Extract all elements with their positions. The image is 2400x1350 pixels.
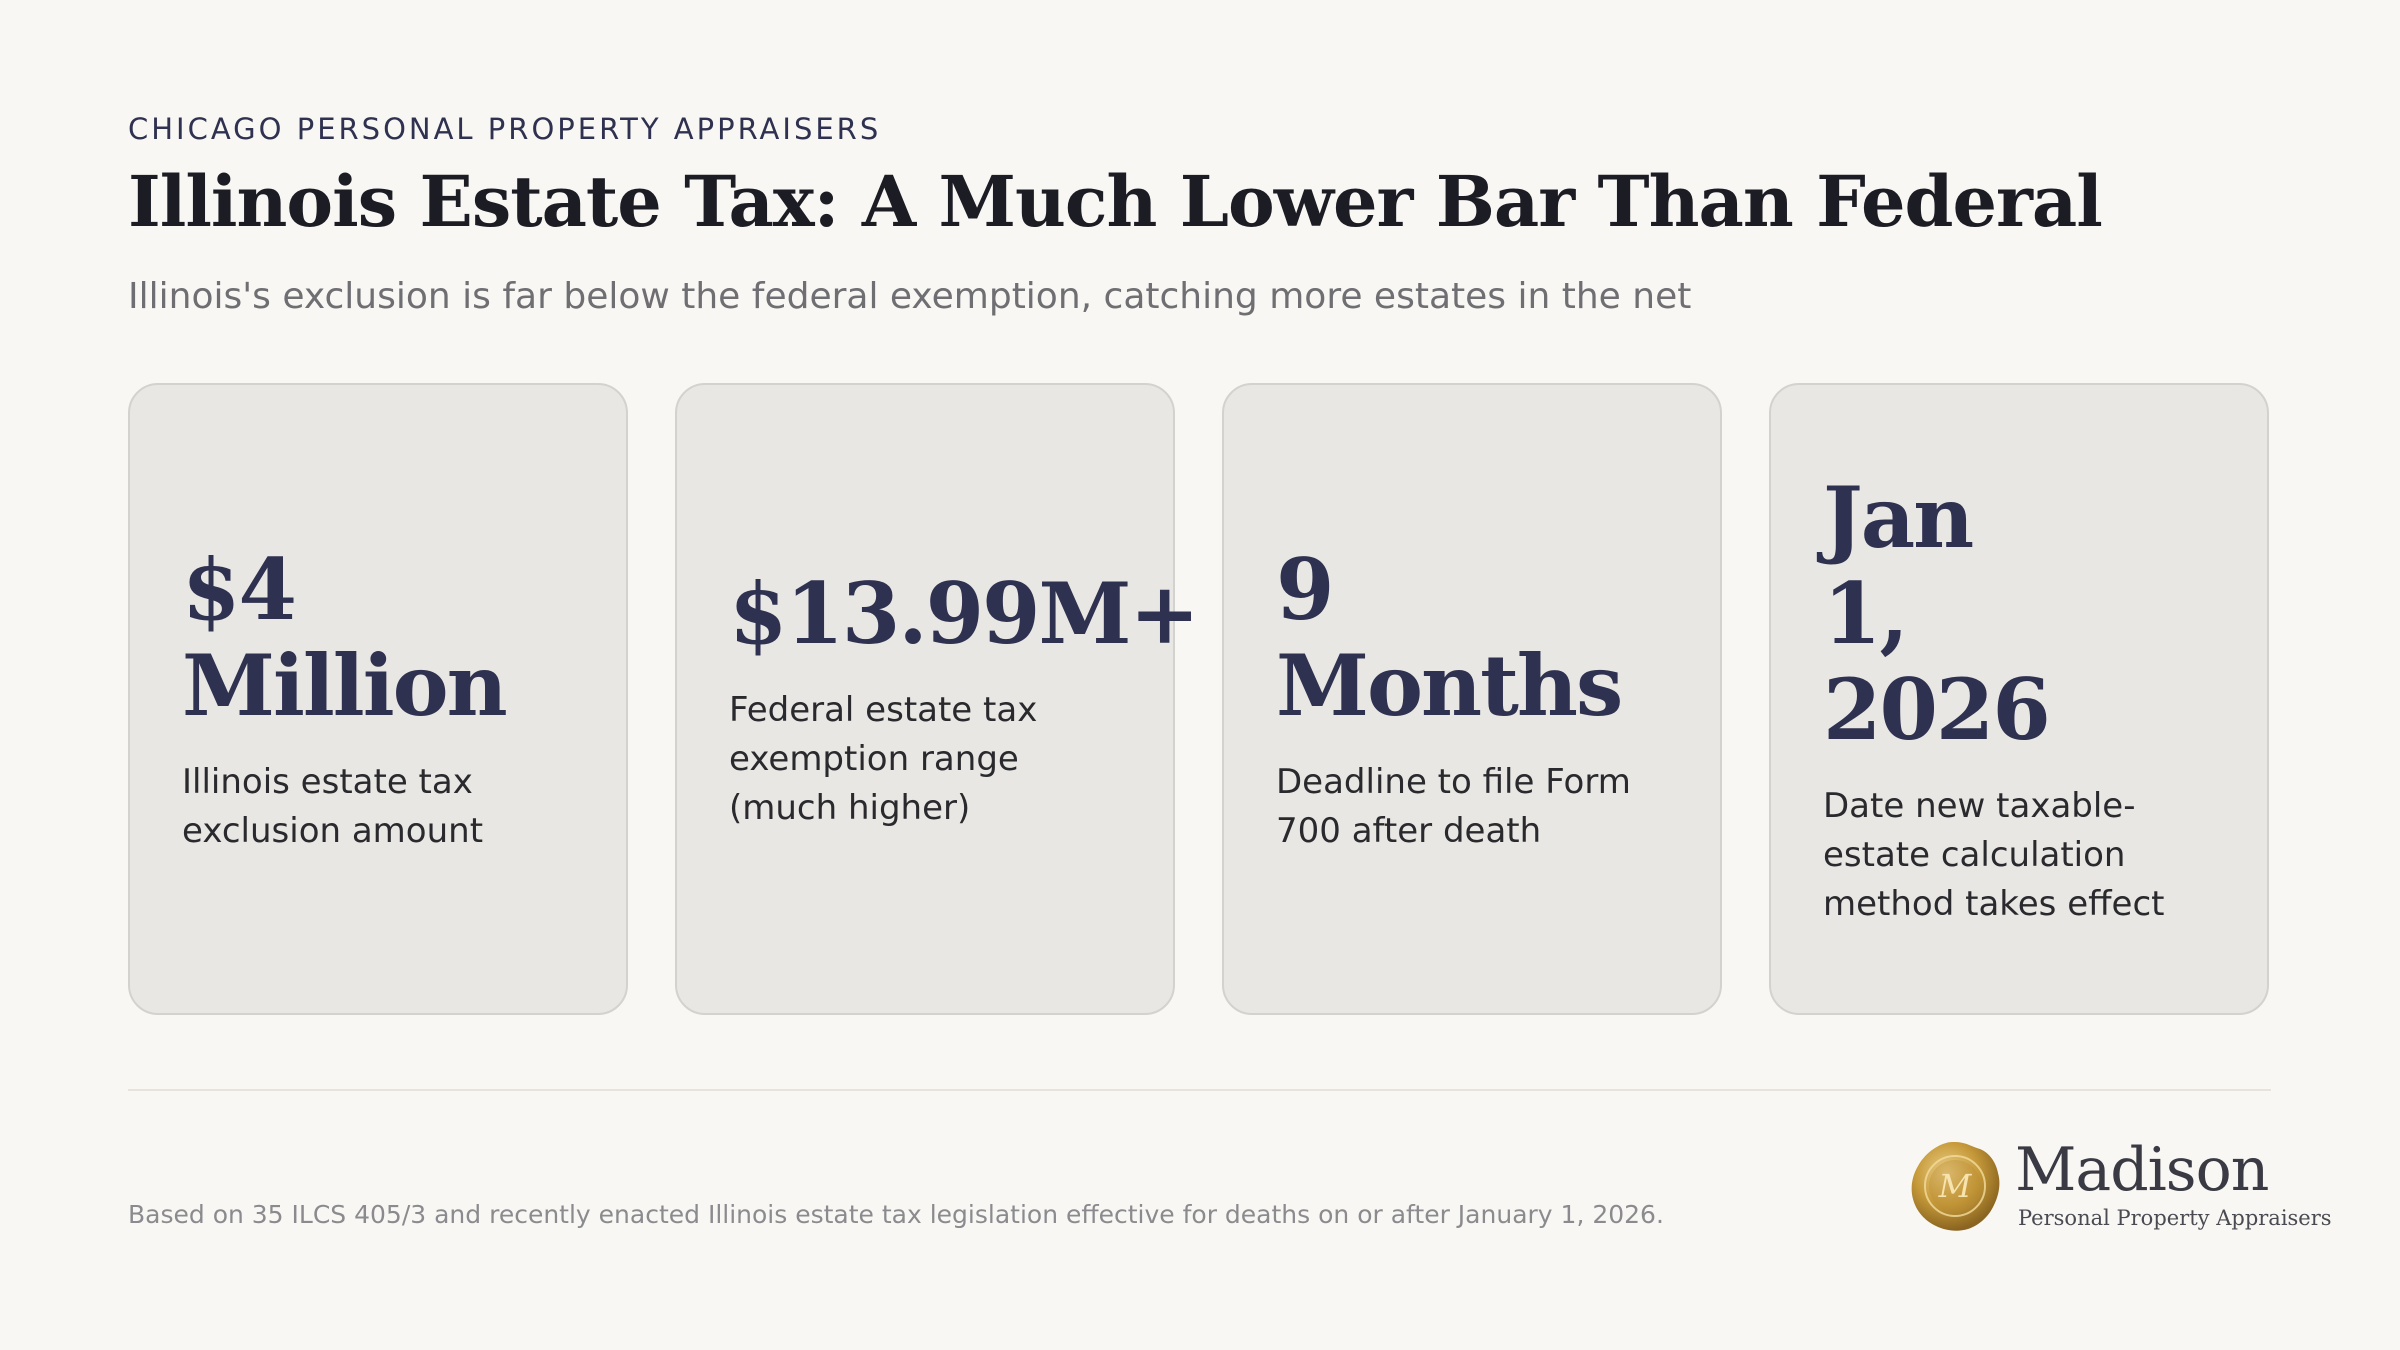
stat-card-federal-exemption: $13.99M+ Federal estate tax exemption ra… [675, 383, 1200, 1015]
stat-card-illinois-exclusion: $4 Million Illinois estate tax exclusion… [128, 383, 628, 1015]
wax-seal-icon: M [1911, 1142, 2000, 1231]
stat-description: Date new taxable-estate calculation meth… [1823, 785, 2165, 924]
stat-value: 9 Months [1276, 540, 1623, 735]
stat-description: Deadline to file Form 700 after death [1276, 762, 1631, 851]
logo-wordmark: Madison [2015, 1135, 2269, 1205]
logo-tagline: Personal Property Appraisers [2018, 1206, 2332, 1230]
page-subtitle: Illinois's exclusion is far below the fe… [128, 276, 1692, 317]
stat-cards: $4 Million Illinois estate tax exclusion… [128, 383, 2271, 1017]
stat-value: Jan 1, 2026 [1823, 467, 2051, 759]
seal-monogram: M [1938, 1167, 1973, 1205]
stat-card-filing-deadline: 9 Months Deadline to file Form 700 after… [1222, 383, 1722, 1015]
footer-divider [128, 1089, 2271, 1091]
page-title: Illinois Estate Tax: A Much Lower Bar Th… [128, 160, 2103, 243]
stat-description: Illinois estate tax exclusion amount [182, 762, 484, 851]
stat-description: Federal estate tax exemption range (much… [729, 689, 1038, 828]
stat-value: $4 Million [182, 540, 508, 735]
madison-logo: M Madison Personal Property Appraisers [1908, 1135, 2332, 1235]
stat-card-effective-date: Jan 1, 2026 Date new taxable-estate calc… [1769, 383, 2269, 1015]
source-footnote: Based on 35 ILCS 405/3 and recently enac… [128, 1200, 1664, 1229]
stat-value: $13.99M+ [729, 563, 1200, 663]
eyebrow-label: CHICAGO PERSONAL PROPERTY APPRAISERS [128, 112, 882, 146]
